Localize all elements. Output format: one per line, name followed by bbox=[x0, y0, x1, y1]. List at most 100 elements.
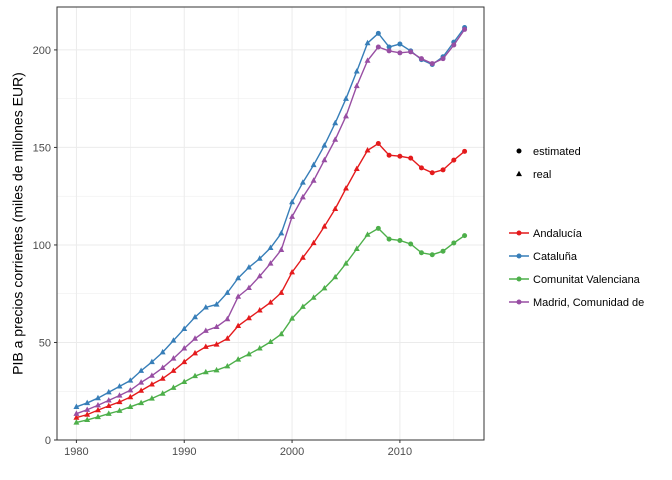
data-point bbox=[245, 264, 252, 270]
data-point bbox=[375, 141, 381, 147]
data-point bbox=[267, 338, 274, 345]
data-point bbox=[289, 315, 296, 321]
data-point bbox=[429, 61, 435, 67]
data-point bbox=[451, 240, 457, 246]
data-point bbox=[116, 383, 123, 389]
legend-series-label: Cataluña bbox=[533, 251, 578, 263]
legend-shape-label: estimated bbox=[533, 146, 581, 158]
data-point bbox=[73, 419, 80, 425]
legend-series-label: Madrid, Comunidad de bbox=[533, 297, 644, 309]
legend-series-label: Andalucía bbox=[533, 228, 583, 240]
data-point bbox=[310, 161, 317, 168]
data-point bbox=[95, 406, 101, 413]
series-comunitat-valenciana bbox=[73, 225, 468, 425]
data-point bbox=[278, 330, 285, 337]
data-point bbox=[138, 379, 145, 385]
data-point bbox=[95, 401, 101, 408]
data-point bbox=[299, 193, 306, 200]
data-point bbox=[170, 337, 177, 343]
data-point bbox=[245, 284, 252, 291]
data-point bbox=[224, 335, 231, 341]
data-point bbox=[397, 153, 403, 159]
data-point bbox=[375, 225, 381, 231]
data-point bbox=[386, 236, 392, 242]
data-point bbox=[127, 377, 134, 383]
data-point bbox=[138, 387, 145, 393]
data-point bbox=[170, 367, 177, 373]
data-point bbox=[451, 42, 457, 48]
data-point bbox=[159, 390, 166, 396]
data-point bbox=[224, 315, 231, 322]
data-point bbox=[84, 399, 91, 406]
data-point bbox=[148, 372, 155, 378]
data-point bbox=[397, 237, 403, 243]
data-point bbox=[159, 364, 166, 370]
data-point bbox=[73, 414, 80, 420]
data-point bbox=[138, 399, 145, 406]
data-point bbox=[289, 213, 296, 219]
legend: estimated real Andalucía Cataluña Comunitat … bbox=[509, 146, 644, 309]
data-point bbox=[138, 367, 145, 373]
data-point bbox=[84, 416, 91, 423]
data-point bbox=[105, 410, 112, 416]
data-point bbox=[397, 41, 403, 47]
data-point bbox=[364, 231, 371, 237]
data-point bbox=[202, 343, 209, 349]
series-line bbox=[76, 27, 466, 408]
data-point bbox=[321, 284, 328, 291]
data-point bbox=[321, 142, 328, 148]
data-point bbox=[181, 345, 188, 351]
data-point bbox=[224, 289, 231, 295]
data-point bbox=[192, 349, 198, 356]
data-point bbox=[224, 362, 231, 369]
data-point bbox=[299, 254, 306, 260]
data-point bbox=[116, 392, 123, 398]
data-point bbox=[418, 165, 424, 171]
data-point bbox=[148, 358, 155, 365]
data-point bbox=[256, 345, 263, 351]
axes: 1980 1990 2000 2010 0 50 100 150 200 bbox=[33, 45, 412, 458]
data-point bbox=[213, 323, 220, 330]
data-point bbox=[181, 358, 188, 365]
data-point bbox=[299, 303, 306, 309]
data-point bbox=[332, 119, 339, 126]
data-point bbox=[332, 205, 339, 212]
data-point bbox=[397, 50, 403, 56]
data-point bbox=[148, 381, 155, 387]
data-point bbox=[386, 44, 392, 50]
data-point bbox=[159, 375, 166, 381]
data-point bbox=[332, 136, 339, 142]
data-point bbox=[289, 268, 296, 275]
data-point bbox=[105, 402, 112, 409]
data-point bbox=[116, 407, 123, 413]
data-point bbox=[181, 325, 188, 331]
data-point bbox=[181, 378, 188, 385]
data-point bbox=[235, 293, 242, 299]
data-point bbox=[408, 155, 414, 161]
data-point bbox=[192, 335, 198, 341]
legend-color-marker bbox=[516, 299, 522, 305]
data-point bbox=[418, 56, 424, 62]
data-point bbox=[343, 112, 349, 119]
data-point bbox=[343, 95, 349, 101]
data-point bbox=[202, 304, 209, 310]
data-point bbox=[245, 314, 252, 321]
data-point bbox=[364, 39, 371, 46]
data-point bbox=[364, 57, 371, 63]
data-point bbox=[256, 255, 263, 261]
data-point bbox=[375, 30, 381, 36]
data-point bbox=[105, 397, 112, 403]
data-point bbox=[213, 366, 220, 373]
data-point bbox=[353, 82, 360, 89]
data-point bbox=[267, 299, 274, 305]
data-point bbox=[127, 386, 134, 393]
data-point bbox=[170, 355, 177, 361]
data-point bbox=[386, 152, 392, 158]
data-point bbox=[267, 244, 274, 251]
y-axis-title: PIB a precios corrientes (miles de millo… bbox=[10, 72, 26, 375]
legend-color-marker bbox=[516, 230, 522, 236]
series-andaluc-a bbox=[73, 141, 468, 420]
x-tick-label: 1980 bbox=[64, 446, 88, 458]
data-point bbox=[440, 248, 446, 254]
